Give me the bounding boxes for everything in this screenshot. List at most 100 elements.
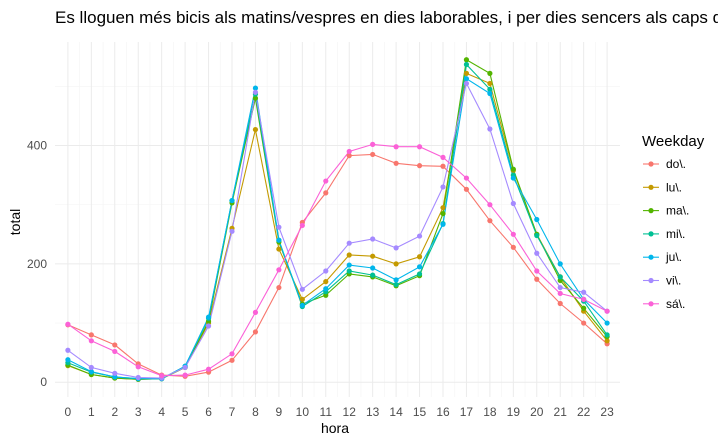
data-point xyxy=(229,351,235,357)
data-point xyxy=(393,160,399,166)
data-point xyxy=(487,90,493,97)
data-point xyxy=(182,372,188,378)
data-point xyxy=(534,216,540,223)
data-point xyxy=(440,221,446,227)
data-point xyxy=(604,338,610,344)
data-point xyxy=(370,141,376,147)
legend-label: lu\. xyxy=(666,180,682,194)
data-point xyxy=(229,228,235,234)
data-point xyxy=(416,144,423,150)
data-point xyxy=(65,321,71,327)
y-tick-label: 400 xyxy=(27,139,47,153)
x-tick-label: 18 xyxy=(483,405,497,419)
data-point xyxy=(323,190,329,196)
data-point xyxy=(370,253,376,259)
x-tick-label: 20 xyxy=(530,405,544,419)
series-line xyxy=(67,77,608,380)
data-point xyxy=(510,244,516,250)
data-point xyxy=(299,296,305,302)
x-tick-label: 7 xyxy=(229,405,236,419)
plot-grid xyxy=(55,42,620,397)
data-point xyxy=(510,175,516,181)
series-line xyxy=(67,153,608,377)
data-point xyxy=(346,262,352,268)
data-point xyxy=(487,70,493,76)
data-point xyxy=(65,357,71,363)
data-point xyxy=(323,286,329,292)
data-point xyxy=(463,186,470,192)
x-tick-label: 15 xyxy=(413,405,427,419)
data-point xyxy=(323,178,329,184)
x-tick-label: 4 xyxy=(158,405,165,419)
data-point xyxy=(112,342,118,348)
x-tick-label: 22 xyxy=(577,405,591,419)
data-point xyxy=(205,323,212,329)
data-point xyxy=(416,254,423,260)
x-tick-label: 1 xyxy=(88,405,95,419)
data-point xyxy=(276,284,282,291)
x-tick-label: 8 xyxy=(252,405,259,419)
data-point xyxy=(534,276,540,282)
data-point xyxy=(440,205,446,211)
data-point xyxy=(112,348,118,355)
data-point xyxy=(323,279,329,285)
data-point xyxy=(604,320,610,326)
data-point xyxy=(252,89,259,95)
data-point xyxy=(393,144,399,150)
data-point xyxy=(393,261,399,267)
data-point xyxy=(416,233,423,239)
data-point xyxy=(299,286,305,292)
data-point xyxy=(229,197,235,204)
data-point xyxy=(416,163,423,169)
data-point xyxy=(487,126,493,132)
legend-key-point xyxy=(648,231,654,237)
data-point xyxy=(276,267,282,273)
legend-key-point xyxy=(648,184,654,190)
x-tick-label: 5 xyxy=(182,405,189,419)
x-axis-title: hora xyxy=(321,420,349,436)
series-points xyxy=(65,57,610,382)
x-tick-label: 11 xyxy=(320,405,333,419)
data-point xyxy=(346,148,352,155)
data-point xyxy=(370,236,376,242)
data-point xyxy=(440,163,446,169)
data-point xyxy=(557,300,563,307)
data-point xyxy=(416,271,423,277)
data-point xyxy=(557,274,563,280)
data-point xyxy=(135,374,141,381)
data-point xyxy=(440,184,446,190)
data-point xyxy=(323,268,329,274)
data-point xyxy=(510,200,516,207)
data-point xyxy=(581,320,587,326)
series-line xyxy=(67,143,608,377)
x-tick-label: 21 xyxy=(554,405,568,419)
data-point xyxy=(252,95,259,101)
x-tick-label: 14 xyxy=(389,405,403,419)
data-point xyxy=(370,151,376,158)
legend-key-point xyxy=(648,277,654,284)
data-point xyxy=(440,154,446,160)
y-axis-ticks: 0 200 400 xyxy=(27,139,47,390)
data-point xyxy=(487,202,493,208)
data-point xyxy=(557,290,563,297)
data-point xyxy=(135,364,141,370)
series-line xyxy=(67,81,608,379)
x-tick-label: 10 xyxy=(296,405,310,419)
legend-key-point xyxy=(648,208,654,214)
data-point xyxy=(276,237,282,243)
chart-title: Es lloguen més bicis als matins/vespres … xyxy=(55,8,718,27)
data-point xyxy=(299,222,305,229)
x-axis-ticks: 0 1 2 3 4 5 6 7 8 9 10 11 12 13 14 15 16 17 18 19 20 21 22 23 xyxy=(65,405,615,419)
x-tick-label: 9 xyxy=(276,405,283,419)
data-point xyxy=(205,314,212,320)
data-point xyxy=(463,57,470,63)
data-point xyxy=(487,80,493,87)
data-point xyxy=(276,246,282,252)
legend-label: mi\. xyxy=(666,227,685,241)
legend-label: sá\. xyxy=(666,297,685,311)
data-point xyxy=(510,231,516,237)
x-tick-label: 2 xyxy=(111,405,118,419)
data-point xyxy=(463,70,470,76)
x-tick-label: 23 xyxy=(600,405,614,419)
legend-label: do\. xyxy=(666,157,686,171)
